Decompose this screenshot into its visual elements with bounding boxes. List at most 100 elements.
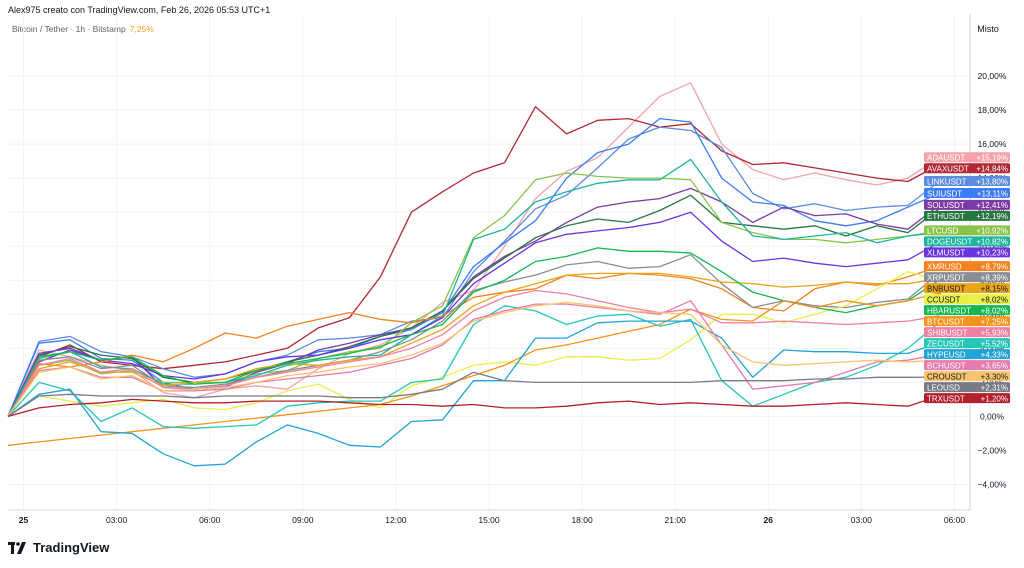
series-label-value: +12,41% (976, 201, 1008, 210)
series-label-value: +3,65% (981, 361, 1008, 370)
series-label-name: TRXUSDT (927, 394, 965, 403)
series-label-bg (924, 294, 1010, 305)
series-label-bg (924, 371, 1010, 382)
series-label-bg (924, 236, 1010, 247)
tradingview-logo[interactable]: TradingView (8, 540, 109, 555)
series-label-suiusdt[interactable]: SUIUSDT +13,11% (924, 187, 1010, 198)
symbol-name: Bitcoin / Tether · 1h · Bitstamp (12, 24, 126, 34)
series-label-name: CCUSDT (927, 295, 960, 304)
series-label-value: +13,80% (976, 177, 1008, 186)
series-line-crousdt (7, 301, 940, 417)
x-tick-label-2: 06:00 (199, 515, 221, 525)
series-label-value: +3,30% (981, 372, 1008, 381)
series-label-value: +8,02% (981, 306, 1008, 315)
tradingview-brand: TradingView (33, 540, 110, 555)
series-label-bchusdt[interactable]: BCHUSDT +3,65% (924, 360, 1010, 370)
series-line-dogeusdt (7, 158, 940, 417)
series-line-leousd (7, 371, 940, 417)
series-label-name: ADAUSDT (927, 154, 965, 163)
y-tick-label-1: 18,00% (978, 105, 1007, 115)
series-label-ethusdt[interactable]: ETHUSDT +12,19% (924, 210, 1010, 221)
series-label-bg (924, 225, 1010, 236)
series-label-xrpusdt[interactable]: XRPUSDT +8,39% (924, 272, 1010, 282)
series-label-linkusdt[interactable]: LINKUSDT +13,80% (924, 176, 1010, 186)
series-label-bg (924, 199, 1010, 210)
series-label-xmrusd[interactable]: XMRUSD +8,79% (924, 261, 1010, 271)
y-tick-label-11: −2,00% (977, 445, 1007, 455)
series-label-value: +8,39% (981, 273, 1008, 282)
series-label-value: +8,15% (981, 284, 1008, 293)
series-label-ccusdt[interactable]: CCUSDT +8,02% (924, 294, 1010, 304)
series-line-ethusdt (7, 194, 940, 417)
series-line-trxusdt (7, 395, 940, 418)
symbol-info[interactable]: Bitcoin / Tether · 1h · Bitstamp 7,25% (12, 24, 154, 34)
series-label-bg (924, 305, 1010, 316)
series-label-bg (924, 393, 1010, 404)
series-label-trxusdt[interactable]: TRXUSDT +1,20% (924, 393, 1010, 403)
x-tick-label-7: 21:00 (665, 515, 687, 525)
series-label-bg (924, 338, 1010, 349)
series-label-name: CROUSDT (927, 372, 967, 381)
series-labels: ADAUSDT +15,19% AVAXUSDT +14,84% LINKUSDT +13… (924, 152, 1010, 403)
series-label-value: +10,82% (976, 238, 1008, 247)
x-tick-label-0: 25 (19, 515, 29, 525)
series-label-name: ZECUSDT (927, 339, 965, 348)
series-label-bg (924, 261, 1010, 272)
series-label-bg (924, 187, 1010, 198)
series-label-leousd[interactable]: LEOUSD +2,31% (924, 382, 1010, 392)
series-label-name: XRPUSDT (927, 273, 965, 282)
series-label-bg (924, 327, 1010, 338)
series-label-solusdt[interactable]: SOLUSDT +12,41% (924, 199, 1010, 210)
series-label-adausdt[interactable]: ADAUSDT +15,19% (924, 152, 1010, 163)
series-label-shibusdt[interactable]: SHIBUSDT +5,93% (924, 327, 1010, 337)
axes: 20,00%18,00%16,00%14,00%12,00%10,00%8,00… (8, 14, 1007, 525)
series-label-name: HYPEUSD (927, 350, 966, 359)
series-line-zecusdt (7, 305, 940, 429)
x-tick-label-4: 12:00 (385, 515, 407, 525)
series-line-hbarusdt (7, 247, 940, 417)
series-label-ltcusd[interactable]: LTCUSD +10,92% (924, 225, 1010, 236)
x-tick-label-10: 06:00 (944, 515, 966, 525)
series-label-value: +14,84% (976, 165, 1008, 174)
series-label-value: +13,11% (977, 189, 1008, 198)
series-line-bnbusdt (7, 272, 940, 417)
series-label-value: +10,23% (976, 249, 1008, 258)
series-line-hypeusd (7, 320, 940, 467)
scale-label[interactable]: Misto (977, 24, 999, 34)
series-label-value: +8,79% (981, 262, 1008, 271)
series-label-bg (924, 316, 1010, 327)
series-label-zecusdt[interactable]: ZECUSDT +5,52% (924, 338, 1010, 348)
series-label-xlmusdt[interactable]: XLMUSDT +10,23% (924, 247, 1010, 258)
series-label-value: +4,33% (981, 350, 1008, 359)
series-lines (7, 82, 942, 467)
series-label-bg (924, 152, 1010, 163)
series-label-value: +12,19% (976, 212, 1008, 221)
series-label-name: SOLUSDT (927, 201, 965, 210)
x-tick-label-9: 03:00 (851, 515, 873, 525)
series-label-bg (924, 247, 1010, 258)
series-label-bg (924, 360, 1010, 371)
symbol-change: 7,25% (129, 24, 154, 34)
x-tick-label-5: 15:00 (478, 515, 500, 525)
series-label-name: LTCUSD (927, 227, 959, 236)
series-label-crousdt[interactable]: CROUSDT +3,30% (924, 371, 1010, 381)
series-label-name: ETHUSDT (927, 212, 965, 221)
y-tick-label-12: −4,00% (977, 479, 1007, 489)
series-line-ccusdt (7, 271, 940, 417)
series-line-btcusdt (7, 292, 940, 446)
series-label-avaxusdt[interactable]: AVAXUSDT +14,84% (924, 163, 1010, 174)
series-label-name: SHIBUSDT (927, 328, 968, 337)
series-label-name: LINKUSDT (927, 177, 967, 186)
series-label-name: BCHUSDT (927, 361, 966, 370)
series-label-value: +15,19% (976, 154, 1008, 163)
series-label-btcusdt[interactable]: BTCUSDT +7,25% (924, 316, 1010, 326)
series-label-hbarusdt[interactable]: HBARUSDT +8,02% (924, 305, 1010, 315)
series-label-bnbusdt[interactable]: BNBUSDT +8,15% (924, 283, 1010, 293)
series-label-hypeusd[interactable]: HYPEUSD +4,33% (924, 349, 1010, 359)
series-label-name: AVAXUSDT (927, 165, 969, 174)
series-label-dogeusdt[interactable]: DOGEUSDT +10,82% (924, 236, 1010, 247)
y-tick-label-8: 4,00% (980, 343, 1005, 353)
series-line-xmrusd (7, 265, 940, 417)
series-label-name: XLMUSDT (927, 249, 965, 258)
